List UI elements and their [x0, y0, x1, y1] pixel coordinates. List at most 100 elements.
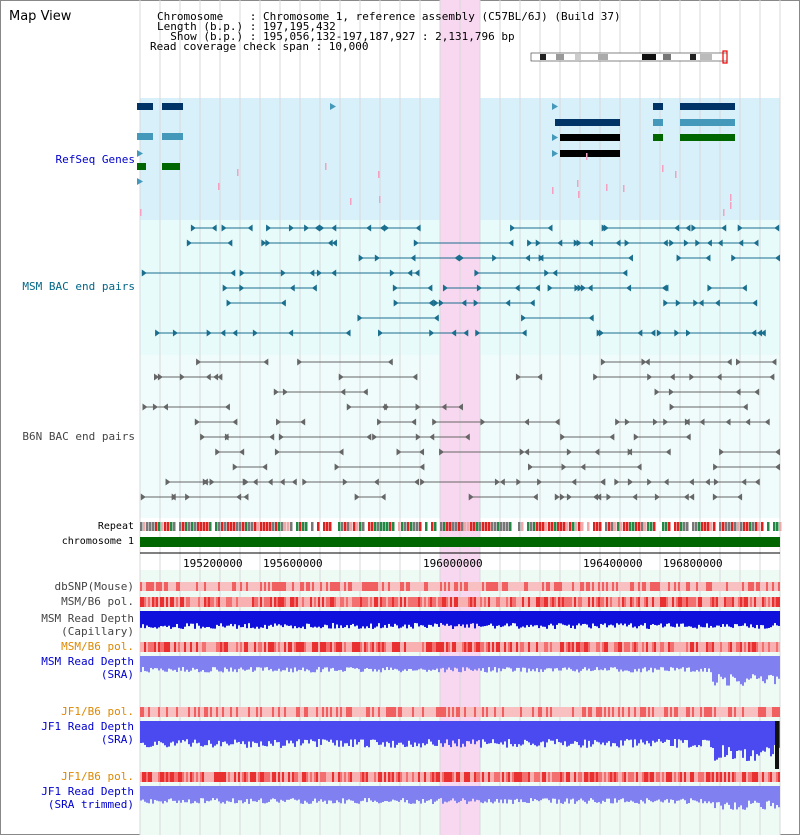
read-depth-bar [726, 721, 728, 756]
bac-end-icon [439, 448, 445, 456]
read-depth-bar [694, 656, 696, 672]
pol-heat-cell [732, 642, 734, 652]
read-depth-bar [522, 721, 524, 745]
read-depth-bar [688, 786, 690, 804]
track-label-msm-pol-1[interactable]: MSM/B6 pol. [61, 595, 134, 608]
read-depth-bar [190, 721, 192, 747]
bac-end-icon [393, 299, 399, 307]
repeat-mark [677, 522, 680, 531]
pol-heat-cell [284, 707, 286, 717]
pol-heat-cell [490, 582, 492, 591]
read-depth-bar [410, 721, 412, 745]
pol-heat-cell [262, 707, 264, 717]
pol-heat-cell [230, 597, 232, 607]
track-label-jf1-depth-trim[interactable]: JF1 Read Depth [41, 785, 134, 798]
track-label-msm-depth-cap[interactable]: MSM Read Depth [41, 612, 134, 625]
read-depth-bar [358, 721, 360, 743]
read-depth-bar [316, 721, 318, 747]
pol-heat-cell [406, 597, 408, 607]
track-label-b6n-bac[interactable]: B6N BAC end pairs [22, 430, 135, 443]
pol-heat-cell [512, 707, 514, 717]
track-label-dbsnp[interactable]: dbSNP(Mouse) [54, 580, 134, 593]
repeat-mark [320, 522, 323, 531]
pol-heat-cell [310, 772, 312, 782]
read-depth-bar [480, 611, 482, 627]
read-depth-bar [624, 656, 626, 671]
read-depth-bar [244, 786, 246, 802]
bac-end-icon [331, 239, 337, 247]
track-label-msm-bac[interactable]: MSM BAC end pairs [22, 280, 135, 293]
pol-heat-cell [500, 597, 502, 607]
pol-heat-cell [644, 772, 646, 782]
pol-heat-cell [408, 772, 410, 782]
read-depth-bar [384, 656, 386, 671]
pol-heat-cell [402, 772, 404, 782]
pol-heat-cell [656, 772, 658, 782]
track-label-repeat[interactable]: Repeat [97, 521, 134, 532]
read-depth-bar [738, 611, 740, 627]
pol-heat-cell [494, 707, 496, 717]
pol-heat-cell [222, 597, 224, 607]
read-depth-bar [538, 656, 540, 673]
track-label-jf1-pol-2[interactable]: JF1/B6 pol. [61, 770, 134, 783]
pol-heat-cell [764, 772, 766, 782]
gene-arrow-icon [552, 103, 558, 110]
pol-heat-cell [346, 642, 348, 652]
pol-heat-cell [172, 707, 174, 717]
read-depth-bar [486, 656, 488, 673]
pol-heat-cell [152, 597, 154, 607]
pol-heat-cell [530, 642, 532, 652]
read-depth-bar [734, 611, 736, 625]
read-depth-bar [530, 721, 532, 746]
track-label-msm-pol-2[interactable]: MSM/B6 pol. [61, 640, 134, 653]
pol-heat-cell [504, 582, 506, 591]
read-depth-bar [446, 611, 448, 624]
read-depth-bar [198, 721, 200, 743]
read-depth-bar [464, 786, 466, 801]
read-depth-bar [764, 656, 766, 684]
pol-heat-cell [656, 707, 658, 717]
pol-heat-cell [256, 597, 258, 607]
read-depth-bar [228, 721, 230, 746]
pol-heat-cell [674, 582, 676, 591]
pol-heat-cell [618, 597, 620, 607]
read-depth-bar [288, 611, 290, 626]
pol-heat-cell [542, 707, 544, 717]
pol-heat-cell [170, 582, 172, 591]
repeat-mark [686, 522, 689, 531]
read-depth-bar [210, 611, 212, 629]
pol-heat-cell [216, 642, 218, 652]
bac-end-icon [221, 224, 227, 232]
pol-heat-cell [600, 582, 602, 591]
track-label-jf1-pol-1[interactable]: JF1/B6 pol. [61, 705, 134, 718]
pol-heat-cell [282, 772, 284, 782]
pol-heat-cell [158, 582, 160, 591]
read-depth-bar [352, 786, 354, 801]
track-label-refseq[interactable]: RefSeq Genes [55, 153, 135, 166]
read-depth-bar [606, 656, 608, 671]
track-label-jf1-depth-sra[interactable]: JF1 Read Depth [41, 720, 134, 733]
pol-heat-cell [460, 772, 462, 782]
pol-heat-cell [352, 582, 354, 591]
read-depth-bar [214, 721, 216, 746]
track-label-msm-depth-sra[interactable]: MSM Read Depth [41, 655, 134, 668]
pol-heat-cell [722, 707, 724, 717]
pol-heat-cell [476, 597, 478, 607]
pol-heat-cell [380, 707, 382, 717]
read-depth-bar [272, 656, 274, 672]
pol-heat-cell [684, 582, 686, 591]
pol-heat-cell [506, 642, 508, 652]
pol-heat-cell [268, 642, 270, 652]
pol-heat-cell [364, 642, 366, 652]
pol-heat-cell [596, 597, 598, 607]
pol-heat-cell [662, 707, 664, 717]
repeat-mark [365, 522, 368, 531]
read-depth-bar [664, 721, 666, 742]
pol-heat-cell [162, 772, 164, 782]
read-depth-bar [370, 611, 372, 624]
read-depth-bar [174, 786, 176, 801]
pol-heat-cell [418, 707, 420, 717]
pol-heat-cell [534, 707, 536, 717]
pol-heat-cell [216, 597, 218, 607]
